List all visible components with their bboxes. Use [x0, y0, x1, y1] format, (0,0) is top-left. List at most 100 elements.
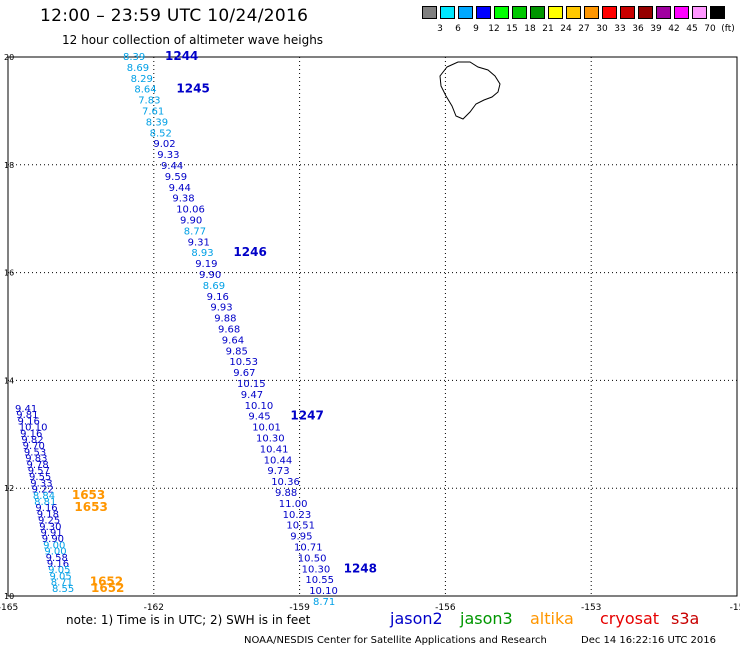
- legend-swatch: [602, 6, 617, 19]
- legend-label: (ft): [721, 24, 735, 34]
- main-track-swh-label: 9.88: [214, 314, 236, 325]
- left-track-swh-label: 9.16: [35, 503, 57, 514]
- left-track-swh-label: 9.57: [28, 466, 50, 477]
- legend-swatch: [422, 6, 437, 19]
- main-track-swh-label: 9.44: [169, 183, 191, 194]
- satellite-altika: altika: [530, 609, 574, 628]
- legend-swatch: [548, 6, 563, 19]
- main-track-swh-label: 10.30: [302, 564, 331, 575]
- pass-time-label: 1652: [90, 575, 123, 589]
- lat-tick-label: 10: [4, 592, 14, 601]
- legend-label: 36: [632, 24, 644, 34]
- legend-label: 27: [578, 24, 590, 34]
- main-track-swh-label: 10.10: [309, 586, 338, 597]
- legend-label: 42: [668, 24, 680, 34]
- main-track-swh-label: 9.45: [248, 412, 270, 423]
- legend-swatch: [494, 6, 509, 19]
- left-track-swh-label: 9.41: [15, 404, 37, 415]
- legend-swatch: [710, 6, 725, 19]
- lat-tick-label: 16: [4, 269, 14, 278]
- main-track-swh-label: 8.64: [134, 85, 156, 96]
- legend-label: 18: [524, 24, 536, 34]
- main-track-swh-label: 10.23: [283, 510, 312, 521]
- left-track-swh-label: 9.25: [38, 516, 60, 527]
- main-track-swh-label: 7.61: [142, 107, 164, 118]
- main-track-swh-label: 10.55: [305, 575, 334, 586]
- main-track-swh-label: 10.15: [237, 379, 266, 390]
- legend-label: 45: [686, 24, 698, 34]
- left-track-swh-label: 9.33: [30, 478, 52, 489]
- pass-time-label: 1247: [290, 409, 323, 423]
- main-track-swh-label: 10.01: [252, 423, 281, 434]
- legend-swatch: [584, 6, 599, 19]
- left-track-swh-label: 9.91: [41, 528, 63, 539]
- lon-tick-label: -156: [435, 603, 456, 613]
- lon-tick-label: -162: [144, 603, 164, 613]
- main-track-swh-label: 10.10: [245, 401, 274, 412]
- left-track-swh-label: 9.53: [24, 447, 46, 458]
- main-track-swh-label: 8.69: [203, 281, 225, 292]
- legend-label: 3: [437, 24, 443, 34]
- main-track-swh-label: 9.90: [199, 270, 221, 281]
- left-track-swh-label: 9.81: [16, 410, 38, 421]
- timestamp: Dec 14 16:22:16 UTC 2016: [581, 635, 716, 646]
- legend-swatch: [476, 6, 491, 19]
- left-track-swh-label: 8.84: [33, 491, 55, 502]
- main-track-swh-label: 8.77: [184, 226, 206, 237]
- main-track-swh-label: 10.41: [260, 444, 289, 455]
- legend-swatch: [692, 6, 707, 19]
- left-track-swh-label: 8.81: [34, 497, 56, 508]
- left-track-swh-label: 9.90: [42, 534, 64, 545]
- main-track-swh-label: 9.85: [226, 346, 248, 357]
- satellite-cryosat: cryosat: [600, 609, 660, 628]
- left-track-swh-label: 9.16: [18, 416, 40, 427]
- satellite-jason2: jason2: [390, 609, 443, 628]
- main-track-swh-label: 8.29: [131, 74, 153, 85]
- left-track-swh-label: 9.05: [48, 565, 70, 576]
- main-track-swh-label: 9.68: [218, 325, 240, 336]
- lon-tick-label: -15: [730, 603, 740, 613]
- main-track-swh-label: 9.19: [195, 259, 217, 270]
- main-track-swh-label: 9.44: [161, 161, 183, 172]
- legend-label: 33: [614, 24, 626, 34]
- main-track-swh-label: 10.36: [271, 477, 300, 488]
- main-track-swh-label: 8.93: [191, 248, 213, 259]
- credit-line: NOAA/NESDIS Center for Satellite Applica…: [244, 635, 547, 646]
- main-track-swh-label: 9.59: [165, 172, 187, 183]
- legend-label: 15: [506, 24, 518, 34]
- main-track-swh-label: 10.50: [298, 553, 327, 564]
- pass-time-label: 1244: [165, 49, 198, 63]
- main-track-swh-label: 9.88: [275, 488, 297, 499]
- main-track-swh-label: 8.39: [123, 52, 145, 63]
- footnote: note: 1) Time is in UTC; 2) SWH is in fe…: [66, 613, 311, 627]
- left-track-swh-label: 9.22: [32, 485, 54, 496]
- legend-label: 70: [704, 24, 716, 34]
- main-track-swh-label: 7.83: [138, 96, 160, 107]
- pass-time-label: 1653: [72, 488, 105, 502]
- left-track-swh-label: 8.71: [51, 578, 73, 589]
- left-track-swh-label: 8.55: [52, 584, 74, 595]
- legend-label: 39: [650, 24, 662, 34]
- left-track-swh-label: 9.70: [23, 441, 45, 452]
- satellite-jason3: jason3: [460, 609, 513, 628]
- main-track-swh-label: 10.51: [286, 521, 315, 532]
- legend-label: 30: [596, 24, 608, 34]
- left-track-swh-label: 9.00: [44, 547, 66, 558]
- legend-swatch: [512, 6, 527, 19]
- legend-swatch: [440, 6, 455, 19]
- legend-swatch: [458, 6, 473, 19]
- left-track-swh-label: 9.78: [26, 460, 48, 471]
- left-track-swh-label: 9.82: [21, 435, 43, 446]
- pass-time-label: 1653: [74, 500, 107, 514]
- lon-tick-label: -165: [0, 603, 18, 613]
- main-track-swh-label: 9.02: [153, 139, 175, 150]
- main-track-swh-label: 10.30: [256, 434, 285, 445]
- satellite-s3a: s3a: [671, 609, 700, 628]
- main-track-swh-label: 8.39: [146, 117, 168, 128]
- left-track-swh-label: 9.05: [49, 571, 71, 582]
- main-track-swh-label: 9.33: [157, 150, 179, 161]
- left-track-swh-label: 9.16: [47, 559, 69, 570]
- left-track-swh-label: 10.10: [19, 423, 48, 434]
- main-track-swh-label: 8.52: [150, 128, 172, 139]
